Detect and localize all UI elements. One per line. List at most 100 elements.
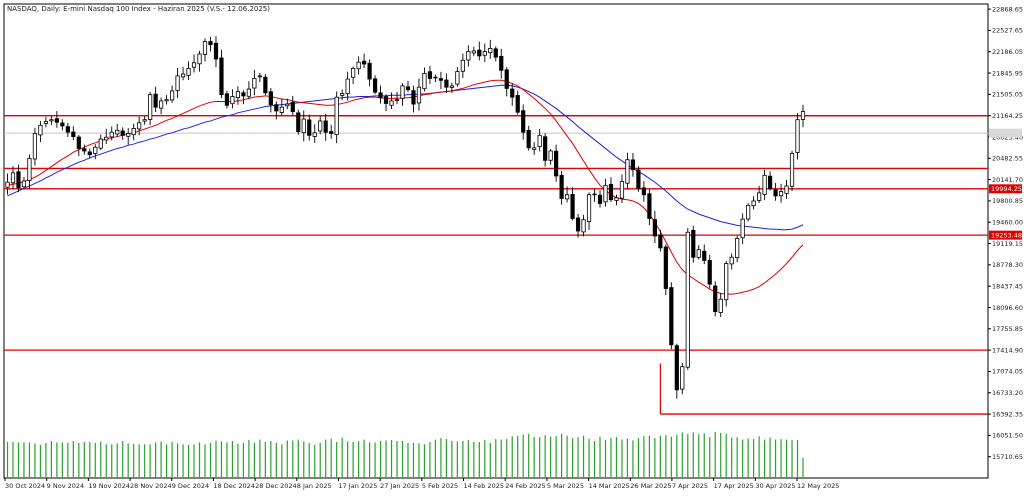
volume-bar xyxy=(341,437,343,477)
candle-body xyxy=(713,285,718,313)
candle-body xyxy=(49,119,54,122)
candle-body xyxy=(389,100,394,106)
volume-bar xyxy=(144,444,146,477)
volume-bar xyxy=(133,443,135,477)
volume-bar xyxy=(23,442,25,477)
candle-body xyxy=(290,101,295,112)
volume-bar xyxy=(253,442,255,477)
candle-body xyxy=(674,345,679,391)
volume-bar xyxy=(500,439,502,477)
candle-body xyxy=(658,234,663,249)
candle-body xyxy=(104,136,109,141)
volume-bar xyxy=(478,441,480,477)
candle-body xyxy=(455,71,460,85)
candle-body xyxy=(767,175,773,189)
volume-bar xyxy=(330,438,332,477)
volume-bar xyxy=(687,433,689,477)
candle-body xyxy=(312,132,317,137)
candle-body xyxy=(438,78,444,81)
volume-bar xyxy=(632,440,634,477)
candle-body xyxy=(268,91,273,106)
candle-body xyxy=(334,96,339,135)
volume-bar xyxy=(336,441,338,477)
volume-bar xyxy=(45,442,47,477)
candle-body xyxy=(153,93,158,108)
candle-body xyxy=(570,194,575,219)
candle-body xyxy=(548,150,553,161)
volume-bar xyxy=(248,440,250,477)
volume-bar xyxy=(440,438,442,477)
volume-bar xyxy=(484,440,486,477)
volume-bar xyxy=(566,435,568,477)
candle-body xyxy=(427,71,433,79)
candle-body xyxy=(175,75,180,91)
volume-bar xyxy=(67,442,69,477)
volume-bar xyxy=(275,442,277,477)
candle-body xyxy=(43,121,49,124)
candle-body xyxy=(586,194,592,222)
volume-bar xyxy=(654,438,656,477)
candle-body xyxy=(180,73,186,78)
price-tag-label: 19994.25 xyxy=(991,185,1022,193)
price-tag-box xyxy=(989,184,1022,194)
candle-body xyxy=(597,194,603,204)
candle-body xyxy=(789,153,795,187)
candle-body xyxy=(532,147,537,150)
candle-body xyxy=(230,96,235,105)
volume-bar xyxy=(396,441,398,477)
candle-body xyxy=(411,90,416,105)
volume-bar xyxy=(747,438,749,477)
candle-body xyxy=(669,287,674,346)
candle-body xyxy=(603,184,608,203)
candle-body xyxy=(351,68,356,78)
candle-body xyxy=(663,246,668,289)
volume-bar xyxy=(160,441,162,477)
volume-bar xyxy=(363,439,365,477)
date-tick-label: 7 Apr 2025 xyxy=(672,482,708,490)
volume-bar xyxy=(39,444,42,477)
date-tick-label: 8 Jan 2025 xyxy=(297,482,332,490)
volume-bar xyxy=(659,435,661,477)
candle-body xyxy=(460,59,465,72)
candle-body xyxy=(367,62,372,80)
volume-bar xyxy=(714,431,716,477)
candle-body xyxy=(361,60,367,65)
candle-body xyxy=(433,76,438,79)
candle-body xyxy=(482,51,487,56)
price-tag-box xyxy=(989,128,1022,138)
volume-bar xyxy=(347,441,349,477)
candle-body xyxy=(652,219,657,237)
volume-bar xyxy=(412,442,415,477)
candle-body xyxy=(5,181,10,188)
volume-bar xyxy=(259,439,261,477)
volume-bar xyxy=(319,442,321,477)
volume-bar xyxy=(166,444,168,477)
volume-bar xyxy=(308,442,310,477)
candle-body xyxy=(466,51,471,61)
volume-bar xyxy=(561,433,563,477)
volume-bar xyxy=(670,436,672,477)
candle-body xyxy=(515,95,520,113)
candle-body xyxy=(213,42,219,60)
volume-bar xyxy=(83,441,85,477)
volume-bar xyxy=(610,438,612,477)
candle-body xyxy=(54,118,59,123)
volume-bar xyxy=(451,441,453,477)
date-tick-label: 12 May 2025 xyxy=(797,482,839,490)
volume-bar xyxy=(615,437,618,477)
candle-body xyxy=(169,90,175,101)
candle-body xyxy=(318,120,323,132)
volume-bar xyxy=(698,434,700,477)
volume-bar xyxy=(385,440,387,477)
price-tick-label: 22186.05 xyxy=(992,48,1023,56)
candle-body xyxy=(614,197,619,201)
volume-bar xyxy=(692,432,694,477)
candle-body xyxy=(159,100,164,109)
candle-body xyxy=(526,129,531,149)
volume-bar xyxy=(429,441,431,477)
volume-bar xyxy=(626,438,629,477)
candle-body xyxy=(504,69,509,89)
volume-bar xyxy=(528,433,530,477)
volume-bar xyxy=(637,438,640,477)
volume-bar xyxy=(489,442,491,477)
